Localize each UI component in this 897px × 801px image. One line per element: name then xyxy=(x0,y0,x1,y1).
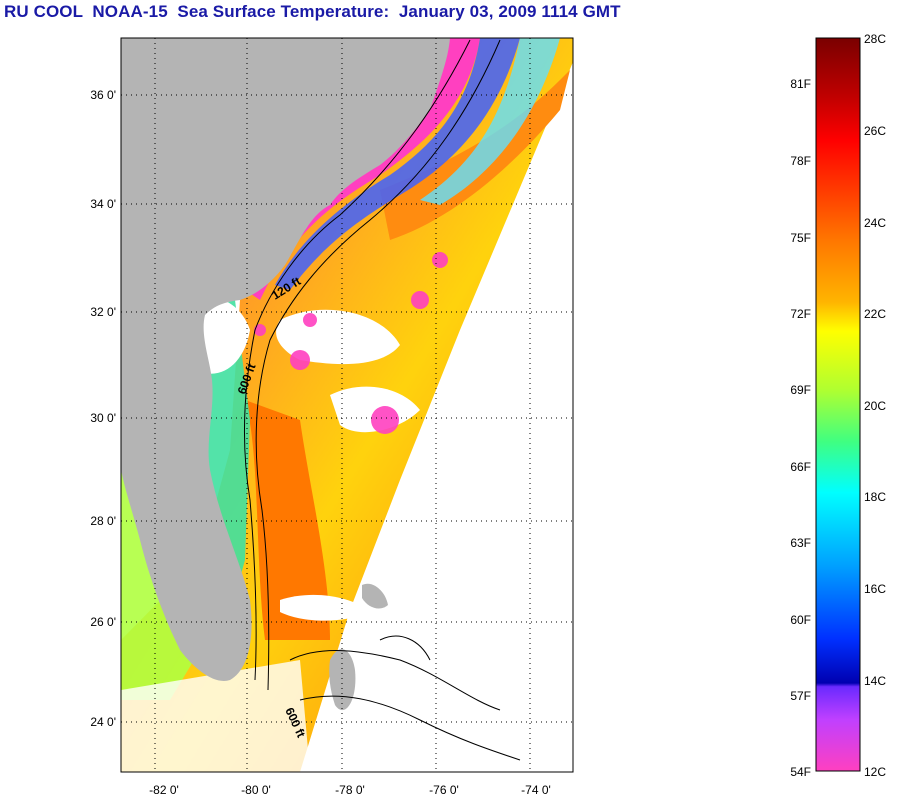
fahrenheit-label: 69F xyxy=(790,383,811,397)
fahrenheit-label: 81F xyxy=(790,77,811,91)
colorbar-fahrenheit-labels: 81F 78F 75F 72F 69F 66F 63F 60F 57F 54F xyxy=(790,77,811,779)
celsius-label: 22C xyxy=(864,307,886,321)
celsius-label: 14C xyxy=(864,674,886,688)
lat-tick: 32 0' xyxy=(90,305,116,319)
lon-tick: -78 0' xyxy=(335,783,365,797)
fahrenheit-label: 72F xyxy=(790,307,811,321)
lat-tick: 30 0' xyxy=(90,411,116,425)
fahrenheit-label: 54F xyxy=(790,765,811,779)
lon-tick: -76 0' xyxy=(429,783,459,797)
celsius-label: 28C xyxy=(864,32,886,46)
celsius-label: 12C xyxy=(864,765,886,779)
lon-tick: -82 0' xyxy=(149,783,179,797)
lat-tick: 34 0' xyxy=(90,197,116,211)
fahrenheit-label: 75F xyxy=(790,231,811,245)
fahrenheit-label: 57F xyxy=(790,689,811,703)
lat-tick: 36 0' xyxy=(90,88,116,102)
fahrenheit-label: 78F xyxy=(790,154,811,168)
gulf-stream xyxy=(245,400,330,640)
colorbar xyxy=(815,37,861,772)
lat-tick: 28 0' xyxy=(90,514,116,528)
map-title: RU COOL NOAA-15 Sea Surface Temperature:… xyxy=(4,2,621,21)
celsius-label: 24C xyxy=(864,216,886,230)
fahrenheit-label: 63F xyxy=(790,536,811,550)
depth-contours xyxy=(244,39,521,761)
lat-tick: 24 0' xyxy=(90,715,116,729)
fahrenheit-label: 66F xyxy=(790,460,811,474)
graticule xyxy=(121,38,573,772)
land-us-coast xyxy=(121,38,450,681)
celsius-label: 16C xyxy=(864,582,886,596)
lon-tick: -74 0' xyxy=(521,783,551,797)
land-bahamas xyxy=(329,649,356,711)
fahrenheit-label: 60F xyxy=(790,613,811,627)
lat-tick: 26 0' xyxy=(90,615,116,629)
lon-tick: -80 0' xyxy=(241,783,271,797)
colorbar-celsius-labels: 28C 26C 24C 22C 20C 18C 16C 14C 12C xyxy=(864,32,886,779)
longitude-axis: -82 0' -80 0' -78 0' -76 0' -74 0' xyxy=(149,783,551,797)
celsius-label: 18C xyxy=(864,490,886,504)
celsius-label: 26C xyxy=(864,124,886,138)
latitude-axis: 36 0' 34 0' 32 0' 30 0' 28 0' 26 0' 24 0… xyxy=(90,88,116,729)
celsius-label: 20C xyxy=(864,399,886,413)
